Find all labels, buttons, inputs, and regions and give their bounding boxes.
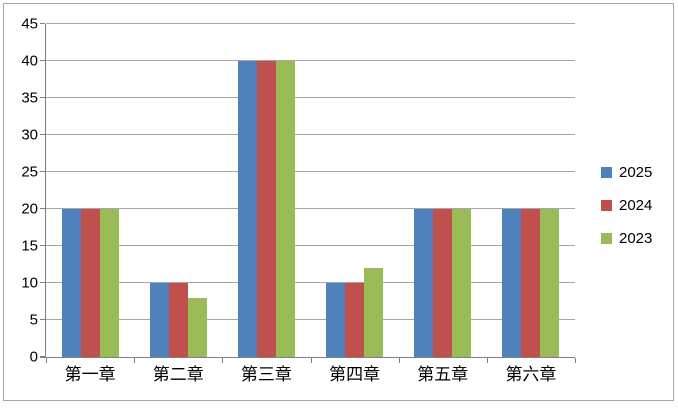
x-axis-category-label: 第三章 [240, 365, 292, 384]
x-axis-tickmark [46, 358, 47, 363]
y-axis-tickmark [40, 23, 45, 24]
x-axis-tickmark [222, 358, 224, 363]
legend-item-2025: 2025 [601, 163, 653, 181]
bar-2025 [61, 209, 81, 357]
gridline [46, 23, 575, 24]
y-axis-line [45, 24, 46, 357]
gridline [46, 134, 575, 135]
gridline [46, 319, 575, 321]
y-axis-tick-label: 20 [21, 200, 38, 218]
x-axis-labels: 第一章 第二章 第三章 第四章 第五章 第六章 [46, 362, 575, 388]
gridline [46, 208, 575, 210]
legend-swatch-icon [601, 232, 612, 244]
bar-2023 [99, 209, 119, 357]
y-axis-tickmark [40, 60, 45, 62]
legend-label: 2025 [619, 163, 653, 181]
bar-group-5 [399, 24, 487, 357]
gridline [46, 97, 575, 98]
y-axis-tick-label: 45 [21, 15, 38, 33]
legend-swatch-icon [601, 199, 612, 211]
y-axis-tick-label: 0 [29, 348, 38, 366]
bars-container [46, 24, 575, 357]
plot-area [40, 23, 576, 363]
bar-2023 [452, 209, 472, 357]
bar-2023 [540, 209, 560, 357]
bar-2024 [345, 283, 365, 357]
legend-swatch-icon [601, 166, 612, 178]
legend-item-2024: 2024 [601, 196, 653, 214]
x-axis-category-label: 第二章 [152, 365, 204, 384]
y-axis-tickmark [40, 134, 45, 135]
gridline [46, 171, 575, 172]
bar-2025 [326, 283, 346, 357]
legend-label: 2023 [619, 229, 653, 247]
bar-2025 [502, 209, 522, 357]
x-axis-tickmark [486, 358, 488, 363]
y-axis-tickmark [40, 171, 45, 172]
bar-2023 [364, 268, 384, 357]
x-axis-category-label: 第五章 [417, 365, 469, 384]
bar-group-6 [487, 24, 575, 357]
y-axis-tick-label: 35 [21, 89, 38, 107]
bar-2024 [521, 209, 541, 357]
bar-2025 [237, 61, 257, 357]
bar-2024 [433, 209, 453, 357]
x-axis-line [40, 357, 575, 358]
y-axis-tick-label: 40 [21, 52, 38, 70]
bar-2024 [256, 61, 276, 357]
y-axis-tick-label: 25 [21, 163, 38, 181]
gridline [46, 245, 575, 246]
bar-2024 [168, 283, 188, 357]
gridline [46, 60, 575, 62]
bar-2023 [187, 297, 207, 357]
x-axis-tickmark [310, 358, 312, 363]
y-axis-tickmark [40, 245, 45, 246]
y-axis-tickmark [40, 208, 45, 210]
legend: 2025 2024 2023 [601, 163, 653, 247]
y-axis-tick-label: 30 [21, 126, 38, 144]
bar-2023 [275, 61, 295, 357]
bar-group-1 [46, 24, 134, 357]
y-axis-tick-label: 10 [21, 274, 38, 292]
bar-2024 [80, 209, 100, 357]
y-axis-labels: 0 5 10 15 20 25 30 35 40 45 [0, 17, 38, 365]
bar-group-2 [134, 24, 222, 357]
y-axis-tickmark [40, 319, 45, 321]
x-axis-category-label: 第六章 [505, 365, 557, 384]
x-axis-category-label: 第一章 [64, 365, 116, 384]
y-axis-tickmark [40, 282, 45, 284]
bar-2025 [414, 209, 434, 357]
bar-2025 [149, 283, 169, 357]
legend-item-2023: 2023 [601, 229, 653, 247]
x-axis-tickmark [398, 358, 400, 363]
bar-group-3 [222, 24, 310, 357]
y-axis-tickmark [40, 97, 45, 98]
x-axis-category-label: 第四章 [329, 365, 381, 384]
y-axis-tickmark [40, 356, 45, 357]
x-axis-tickmark [134, 358, 136, 363]
legend-label: 2024 [619, 196, 653, 214]
x-axis-tickmark [575, 358, 576, 363]
gridline [46, 282, 575, 284]
bar-group-4 [311, 24, 399, 357]
y-axis-tick-label: 15 [21, 237, 38, 255]
y-axis-tick-label: 5 [29, 311, 38, 329]
